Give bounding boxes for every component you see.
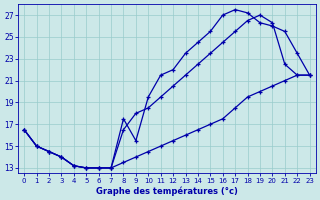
X-axis label: Graphe des températures (°c): Graphe des températures (°c) xyxy=(96,186,238,196)
